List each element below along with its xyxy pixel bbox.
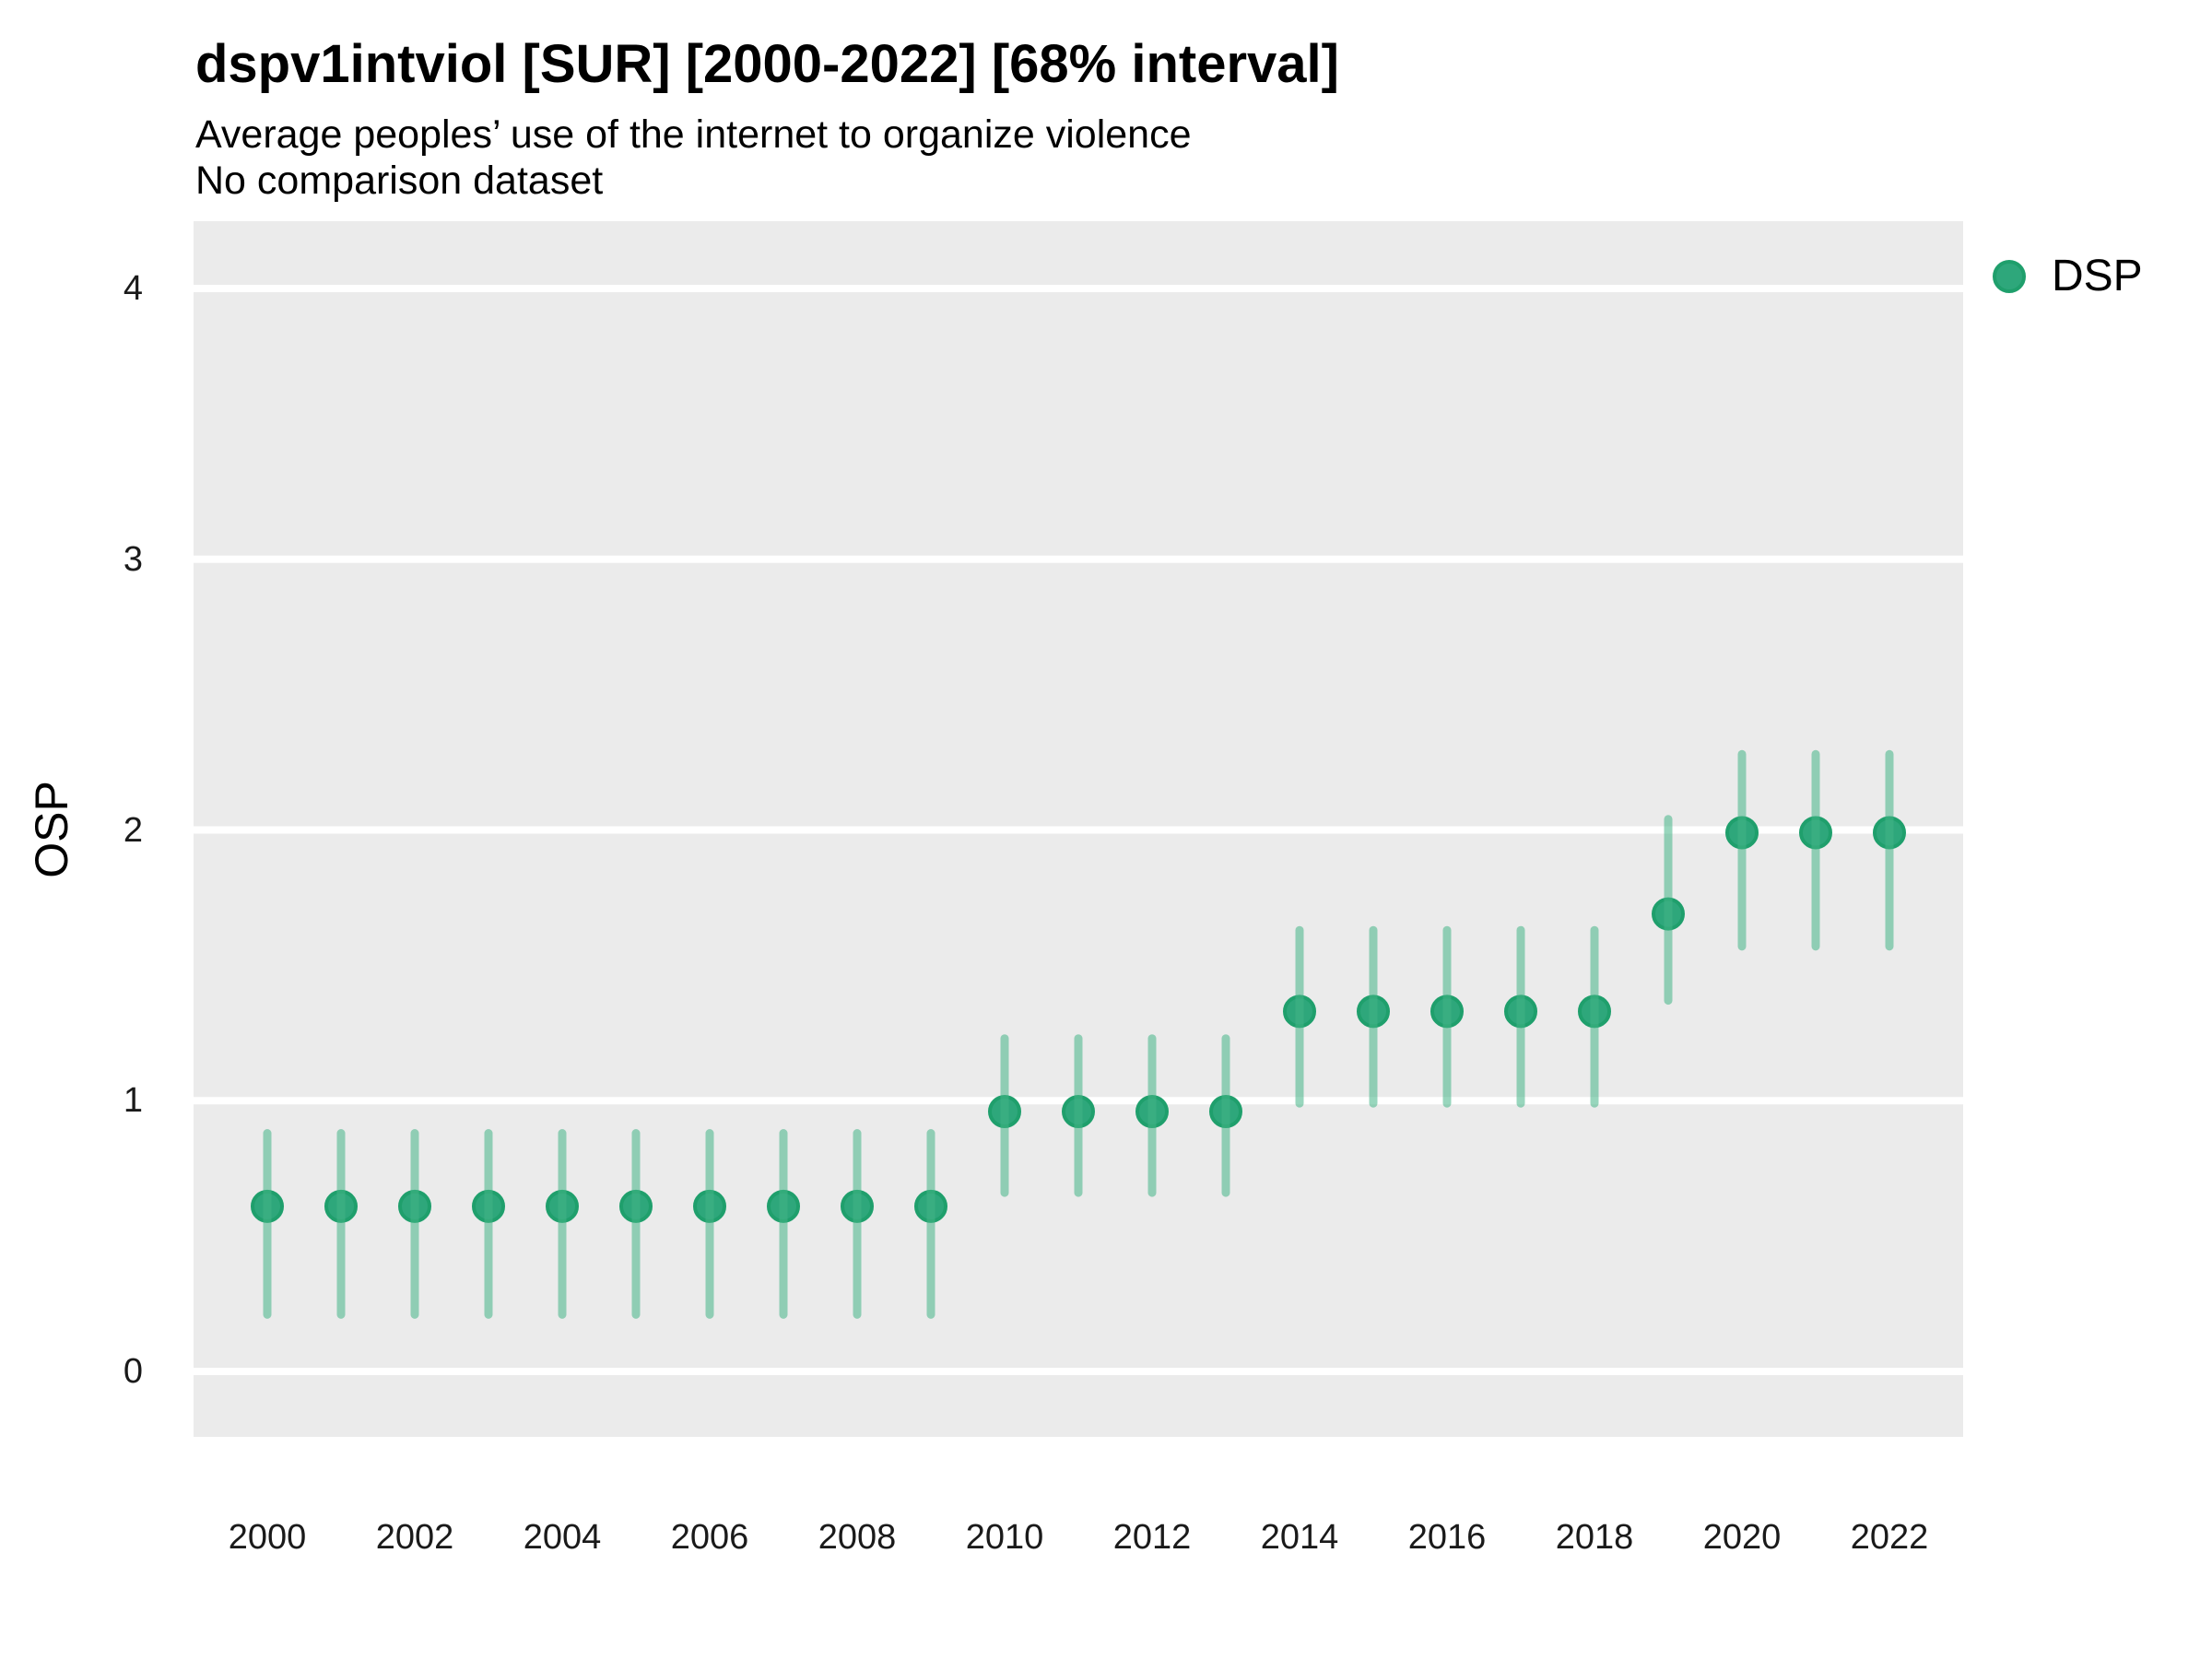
y-tick-label-2: 2 bbox=[123, 810, 143, 850]
legend-label: DSP bbox=[2052, 252, 2143, 300]
legend-point-circle bbox=[1993, 260, 2026, 293]
y-tick-label-1: 1 bbox=[123, 1081, 143, 1121]
x-tick-label-2000: 2000 bbox=[228, 1518, 307, 1557]
y-tick-label-4: 4 bbox=[123, 269, 143, 308]
x-tick-label-2008: 2008 bbox=[818, 1518, 897, 1557]
x-tick-label-2004: 2004 bbox=[523, 1518, 602, 1557]
x-tick-label-2016: 2016 bbox=[1407, 1518, 1487, 1557]
x-tick-label-2022: 2022 bbox=[1850, 1518, 1929, 1557]
x-tick-label-2012: 2012 bbox=[1112, 1518, 1192, 1557]
y-axis-title: OSP bbox=[26, 781, 77, 878]
chart-title: dspv1intviol [SUR] [2000-2022] [68% inte… bbox=[195, 34, 1339, 94]
x-tick-label-2010: 2010 bbox=[965, 1518, 1044, 1557]
legend: DSP bbox=[1989, 249, 2143, 304]
legend-point-icon bbox=[1993, 260, 2026, 293]
chart-note: No comparison dataset bbox=[195, 159, 604, 203]
x-tick-label-2002: 2002 bbox=[375, 1518, 454, 1557]
y-tick-label-3: 3 bbox=[123, 539, 143, 579]
x-tick-label-2006: 2006 bbox=[670, 1518, 749, 1557]
y-tick-label-0: 0 bbox=[123, 1352, 143, 1391]
x-tick-label-2018: 2018 bbox=[1555, 1518, 1634, 1557]
x-tick-label-2014: 2014 bbox=[1260, 1518, 1339, 1557]
x-tick-label-2020: 2020 bbox=[1702, 1518, 1782, 1557]
chart-subtitle: Average peoples’ use of the internet to … bbox=[195, 112, 1192, 157]
